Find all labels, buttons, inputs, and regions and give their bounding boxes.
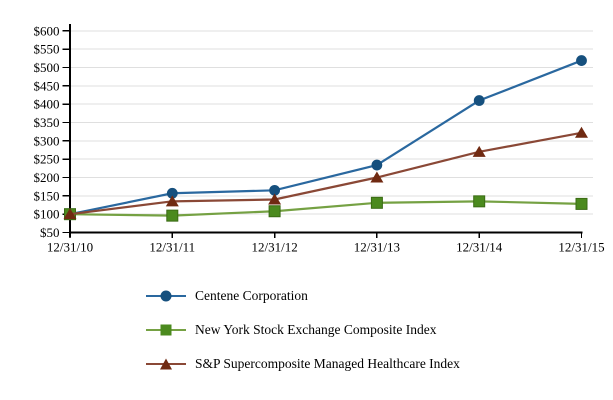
- data-point-circle: [473, 95, 485, 106]
- data-point-triangle: [575, 126, 588, 138]
- circle-marker-icon: [160, 290, 172, 302]
- data-point-circle: [576, 55, 587, 66]
- legend-item-centene: Centene Corporation: [146, 288, 460, 303]
- y-tick-label: $450: [34, 78, 60, 93]
- y-tick-label: $100: [34, 207, 60, 222]
- data-point-circle: [269, 184, 280, 196]
- y-tick-label: $500: [34, 60, 60, 75]
- y-tick-label: $300: [34, 133, 60, 148]
- legend-item-sp-managed-healthcare: S&P Supercomposite Managed Healthcare In…: [146, 356, 460, 371]
- x-tick-label: 12/31/12: [251, 240, 297, 255]
- data-point-triangle: [472, 145, 486, 157]
- legend-label-centene: Centene Corporation: [195, 288, 308, 303]
- y-tick-label: $550: [34, 42, 60, 57]
- y-tick-label: $250: [34, 152, 60, 167]
- data-point-circle: [166, 187, 178, 199]
- series-line-2: [69, 131, 582, 216]
- data-point-triangle: [268, 193, 282, 205]
- x-tick-label: 12/31/13: [354, 240, 400, 255]
- y-tick-label: $50: [40, 225, 60, 240]
- y-tick-label: $200: [34, 170, 60, 185]
- legend-label-sp: S&P Supercomposite Managed Healthcare In…: [195, 356, 460, 371]
- legend-label-nyse: New York Stock Exchange Composite Index: [195, 322, 437, 337]
- data-point-square: [575, 197, 588, 210]
- data-point-square: [473, 195, 486, 208]
- legend-swatch-centene: [146, 289, 186, 303]
- x-tick-label: 12/31/10: [47, 240, 93, 255]
- y-tick-label: $600: [34, 23, 60, 38]
- performance-line-chart: $600 $550 $500 $450 $400 $350 $300 $250 $200 $150…: [34, 23, 605, 255]
- series-line-0: [69, 59, 582, 216]
- data-point-circle: [371, 159, 383, 171]
- data-point-triangle: [165, 195, 179, 207]
- legend-item-nyse: New York Stock Exchange Composite Index: [146, 322, 460, 337]
- x-tick-label: 12/31/14: [456, 240, 503, 255]
- chart-legend: Centene Corporation New York Stock Excha…: [146, 288, 460, 391]
- data-point-square: [166, 209, 179, 222]
- legend-swatch-sp: [146, 357, 186, 371]
- y-tick-label: $150: [34, 188, 60, 203]
- x-tick-label: 12/31/11: [149, 240, 195, 255]
- x-tick-label: 12/31/15: [558, 240, 604, 255]
- series-line-1: [69, 200, 582, 217]
- data-point-triangle: [370, 171, 384, 183]
- data-point-square: [370, 196, 383, 209]
- data-point-square: [268, 205, 281, 218]
- y-tick-label: $400: [34, 97, 60, 112]
- triangle-marker-icon: [160, 358, 172, 370]
- legend-swatch-nyse: [146, 323, 186, 337]
- square-marker-icon: [160, 324, 172, 336]
- y-tick-label: $350: [34, 115, 60, 130]
- data-point-triangle: [63, 208, 77, 220]
